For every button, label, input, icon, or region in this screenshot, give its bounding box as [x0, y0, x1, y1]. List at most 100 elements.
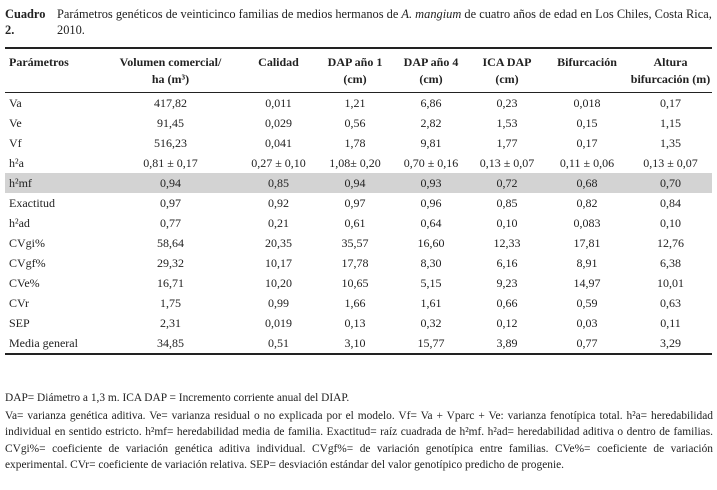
table-cell: 0,11	[660, 316, 681, 330]
table-cell: 0,94	[317, 173, 393, 193]
table-cell: 9,81	[420, 136, 442, 150]
table-cell: 15,77	[393, 333, 469, 355]
parameter-name: SEP	[9, 316, 30, 330]
table-cell: 0,029	[265, 116, 292, 130]
table-cell: 58,64	[157, 236, 184, 250]
column-header-line2: (cm)	[343, 72, 367, 86]
parameter-name: Media general	[5, 333, 101, 355]
parameter-name: CVgf%	[9, 256, 46, 270]
parameter-name: CVr	[9, 296, 29, 310]
caption-text-after: de cuatro años de edad en Los Chiles, Co…	[57, 7, 712, 37]
table-row: Media general 34,85 0,51 3,10 15,77 3,89 0,77 3…	[5, 333, 712, 355]
table-row: CVe% 16,71 10,20 10,65 5,15 9,23 14,97 10,01	[5, 273, 712, 293]
table-cell: 0,13 ± 0,07	[643, 156, 698, 170]
table-cell: 0,70	[629, 173, 712, 193]
table-cell: 0,85	[496, 196, 518, 210]
column-header: DAP año 4 (cm)	[393, 47, 469, 93]
table-cell: 20,35	[265, 236, 292, 250]
table-cell: 0,96	[420, 196, 442, 210]
table-cell: 0,011	[265, 96, 292, 110]
table-cell: 0,32	[420, 316, 442, 330]
parameter-name: h²a	[9, 156, 24, 170]
notes-definitions: Va= varianza genética aditiva. Ve= varia…	[5, 409, 713, 472]
table-cell: 8,30	[420, 256, 442, 270]
table-row: Va 417,82 0,011 1,21 6,86 0,23 0,018 0,17	[5, 93, 712, 114]
table-cell: 1,35	[660, 136, 681, 150]
column-header-line2: ha (m³)	[151, 72, 190, 86]
column-header-line1: DAP año 4	[403, 55, 459, 69]
table-cell: 34,85	[101, 333, 240, 355]
table-cell: 3,29	[629, 333, 712, 355]
caption-text: Parámetros genéticos de veinticinco fami…	[57, 6, 712, 38]
table-row: Ve 91,45 0,029 0,56 2,82 1,53 0,15 1,15	[5, 113, 712, 133]
table-cell: 0,94	[101, 173, 240, 193]
table-cell: 417,82	[154, 96, 187, 110]
column-header-line1: DAP año 1	[327, 55, 383, 69]
table-cell: 0,84	[660, 196, 681, 210]
column-header: Volumen comercial/ha (m³)	[101, 47, 240, 93]
table-cell: 0,041	[265, 136, 292, 150]
table-cell: 35,57	[341, 236, 369, 250]
table-notes: DAP= Diámetro a 1,3 m. ICA DAP = Increme…	[5, 390, 713, 474]
table-row: Exactitud 0,97 0,92 0,97 0,96 0,85 0,82 0,84	[5, 193, 712, 213]
table-row: CVgi% 58,64 20,35 35,57 16,60 12,33 17,81 12,76	[5, 233, 712, 253]
table-cell: 0,66	[496, 296, 518, 310]
table-cell: 1,77	[496, 136, 518, 150]
table-cell: 91,45	[157, 116, 184, 130]
column-header-line2: (cm)	[419, 72, 443, 86]
parameter-name: Va	[9, 96, 22, 110]
caption-label: Cuadro 2.	[5, 7, 46, 37]
table-cell: 0,17	[660, 96, 681, 110]
table-cell: 1,15	[660, 116, 681, 130]
table-cell: 0,23	[496, 96, 518, 110]
table-cell: 0,72	[469, 173, 545, 193]
genetic-parameters-table: Parámetros Volumen comercial/ha (m³) Calid…	[5, 47, 712, 355]
notes-abbreviations: DAP= Diámetro a 1,3 m. ICA DAP = Increme…	[5, 392, 350, 404]
table-cell: 1,78	[344, 136, 366, 150]
table-cell: 6,38	[660, 256, 681, 270]
table-cell: 12,33	[493, 236, 521, 250]
table-cell: 17,81	[573, 236, 601, 250]
table-cell: 10,01	[657, 276, 684, 290]
table-row: h²ad 0,77 0,21 0,61 0,64 0,10 0,083 0,10	[5, 213, 712, 233]
table-cell: 16,60	[417, 236, 445, 250]
table-cell: 10,17	[265, 256, 292, 270]
table-cell: 0,17	[576, 136, 598, 150]
table-cell: 0,85	[240, 173, 317, 193]
table-cell: 0,018	[573, 96, 601, 110]
table-cell: 14,97	[573, 276, 601, 290]
parameter-name: h²mf	[5, 173, 101, 193]
column-header: Bifurcación	[545, 47, 629, 93]
table-cell: 0,019	[265, 316, 292, 330]
column-header: DAP año 1 (cm)	[317, 47, 393, 93]
table-cell: 1,21	[344, 96, 366, 110]
table-cell: 1,53	[496, 116, 518, 130]
table-cell: 6,86	[420, 96, 442, 110]
table-cell: 0,82	[576, 196, 598, 210]
table-cell: 6,16	[496, 256, 518, 270]
caption-species: A. mangium	[401, 7, 462, 21]
column-header-line1: Parámetros	[9, 55, 69, 69]
table-row: SEP 2,31 0,019 0,13 0,32 0,12 0,03 0,11	[5, 313, 712, 333]
table-cell: 516,23	[154, 136, 187, 150]
table-cell: 0,10	[496, 216, 518, 230]
parameter-name: Exactitud	[9, 196, 55, 210]
table-cell: 1,08± 0,20	[329, 156, 381, 170]
table-cell: 2,82	[420, 116, 442, 130]
table-cell: 0,97	[160, 196, 181, 210]
table-cell: 0,64	[420, 216, 442, 230]
table-cell: 0,11 ± 0,06	[559, 156, 615, 170]
column-header-line2: (cm)	[495, 72, 519, 86]
column-header: Altura bifurcación (m)	[629, 47, 712, 93]
table-row: h²a 0,81 ± 0,17 0,27 ± 0,10 1,08± 0,20 0,70 …	[5, 153, 712, 173]
column-header-line1: Calidad	[258, 55, 299, 69]
table-cell: 5,15	[420, 276, 442, 290]
table-cell: 0,13 ± 0,07	[479, 156, 535, 170]
column-header: Parámetros	[5, 47, 101, 93]
caption-text-before: Parámetros genéticos de veinticinco fami…	[57, 7, 402, 21]
table-cell: 0,77	[545, 333, 629, 355]
table-row: Vf 516,23 0,041 1,78 9,81 1,77 0,17 1,35	[5, 133, 712, 153]
table-cell: 29,32	[157, 256, 184, 270]
table-cell: 0,99	[268, 296, 289, 310]
parameter-name: CVe%	[9, 276, 40, 290]
